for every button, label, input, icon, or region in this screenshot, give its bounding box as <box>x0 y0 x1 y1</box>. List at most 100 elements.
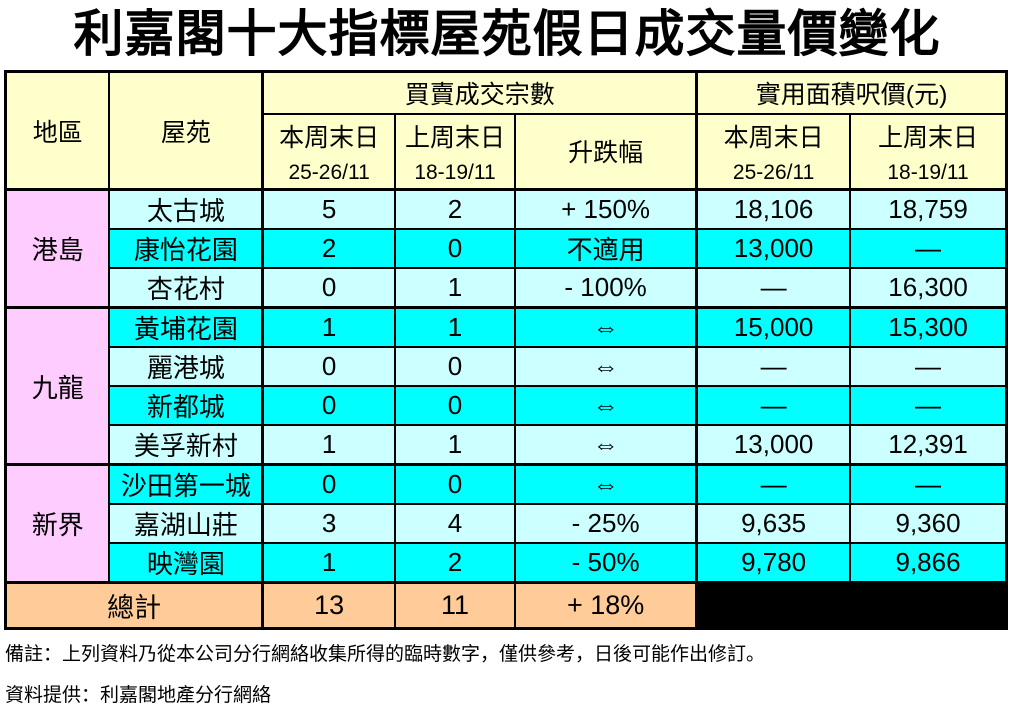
estate-cell: 沙田第一城 <box>108 463 264 505</box>
change-cell: - 25% <box>514 503 698 544</box>
total-label-cell: 總計 <box>4 581 264 630</box>
price-last-week-cell: 15,300 <box>849 306 1008 348</box>
col-header-label: 本周末日 <box>723 123 824 152</box>
tx-this-week-cell: 0 <box>261 463 396 505</box>
change-cell: + 150% <box>514 188 698 230</box>
change-cell: - 50% <box>514 542 698 584</box>
price-this-week-cell: — <box>695 346 852 387</box>
price-last-week-cell: 9,360 <box>849 503 1008 544</box>
tx-last-week-cell: 2 <box>393 542 517 584</box>
col-header-change: 升跌幅 <box>514 112 698 191</box>
estate-cell: 新都城 <box>108 385 264 426</box>
price-this-week-cell: 13,000 <box>695 424 852 466</box>
table-row: 映灣園 1 2 - 50% 9,780 9,866 <box>6 542 1008 584</box>
price-last-week-cell: 16,300 <box>849 267 1008 309</box>
estate-cell: 太古城 <box>108 188 264 230</box>
col-group-transactions: 買賣成交宗數 <box>261 70 698 115</box>
tx-this-week-cell: 0 <box>261 385 396 426</box>
region-cell: 新界 <box>4 463 111 584</box>
price-this-week-cell: 18,106 <box>695 188 852 230</box>
estate-cell: 嘉湖山莊 <box>108 503 264 544</box>
change-cell: 不適用 <box>514 228 698 269</box>
col-group-price: 實用面積呎價(元) <box>695 70 1008 115</box>
tx-this-week-cell: 1 <box>261 306 396 348</box>
change-cell: ⇔ <box>514 385 698 426</box>
tx-last-week-cell: 0 <box>393 385 517 426</box>
estate-cell: 康怡花園 <box>108 228 264 269</box>
change-cell: ⇔ <box>514 463 698 505</box>
header-group-row: 地區 屋苑 買賣成交宗數 實用面積呎價(元) <box>4 70 1008 191</box>
price-this-week-cell: 9,780 <box>695 542 852 584</box>
tx-this-week-cell: 1 <box>261 424 396 466</box>
col-header-estate: 屋苑 <box>108 70 264 191</box>
region-cell: 港島 <box>4 188 111 309</box>
price-last-week-cell: — <box>849 228 1008 269</box>
blackout-cell <box>695 581 1008 630</box>
price-this-week-cell: — <box>695 385 852 426</box>
price-this-week-cell: — <box>695 267 852 309</box>
col-header-date: 25-26/11 <box>288 160 370 184</box>
tx-this-week-cell: 1 <box>261 542 396 584</box>
price-last-week-cell: 18,759 <box>849 188 1008 230</box>
table-row: 麗港城 0 0 ⇔ — — <box>6 346 1008 387</box>
total-tx-this-week-cell: 13 <box>261 581 396 630</box>
table-row: 康怡花園 2 0 不適用 13,000 — <box>6 228 1008 269</box>
estate-cell: 美孚新村 <box>108 424 264 466</box>
total-tx-last-week-cell: 11 <box>393 581 517 630</box>
table-row: 杏花村 0 1 - 100% — 16,300 <box>6 267 1008 309</box>
region-cell: 九龍 <box>4 306 111 466</box>
col-header-date: 25-26/11 <box>732 160 815 184</box>
price-last-week-cell: — <box>849 463 1008 505</box>
price-last-week-cell: 9,866 <box>849 542 1008 584</box>
estate-cell: 黃埔花園 <box>108 306 264 348</box>
estate-cell: 麗港城 <box>108 346 264 387</box>
tx-last-week-cell: 1 <box>393 306 517 348</box>
change-cell: ⇔ <box>514 306 698 348</box>
tx-last-week-cell: 0 <box>393 463 517 505</box>
tx-this-week-cell: 0 <box>261 267 396 309</box>
table-row: 嘉湖山莊 3 4 - 25% 9,635 9,360 <box>6 503 1008 544</box>
table-row: 港島 太古城 5 2 + 150% 18,106 18,759 <box>4 188 1008 309</box>
price-last-week-cell: — <box>849 385 1008 426</box>
data-table: 地區 屋苑 買賣成交宗數 實用面積呎價(元) 本周末日 25-26/11 上周末… <box>4 70 1008 630</box>
tx-last-week-cell: 1 <box>393 424 517 466</box>
source-note: 資料提供：利嘉閣地產分行網絡 <box>5 685 272 706</box>
table-row: 美孚新村 1 1 ⇔ 13,000 12,391 <box>6 424 1008 466</box>
change-cell: ⇔ <box>514 424 698 466</box>
col-header-tx-this-week: 本周末日 25-26/11 <box>261 112 396 191</box>
col-header-region: 地區 <box>4 70 111 191</box>
total-change-cell: + 18% <box>514 581 698 630</box>
col-header-price-this-week: 本周末日 25-26/11 <box>695 112 852 191</box>
tx-last-week-cell: 0 <box>393 346 517 387</box>
tx-last-week-cell: 2 <box>393 188 517 230</box>
price-this-week-cell: 9,635 <box>695 503 852 544</box>
estate-cell: 杏花村 <box>108 267 264 309</box>
tx-last-week-cell: 4 <box>393 503 517 544</box>
col-header-date: 18-19/11 <box>887 160 969 184</box>
col-header-label: 上周末日 <box>878 123 979 152</box>
table-row: 新都城 0 0 ⇔ — — <box>6 385 1008 426</box>
tx-this-week-cell: 0 <box>261 346 396 387</box>
price-last-week-cell: 12,391 <box>849 424 1008 466</box>
page-title: 利嘉閣十大指標屋苑假日成交量價變化 <box>73 6 941 62</box>
estate-cell: 映灣園 <box>108 542 264 584</box>
price-this-week-cell: — <box>695 463 852 505</box>
col-header-price-last-week: 上周末日 18-19/11 <box>849 112 1008 191</box>
col-header-label: 上周末日 <box>404 123 505 152</box>
tx-this-week-cell: 5 <box>261 188 396 230</box>
price-this-week-cell: 15,000 <box>695 306 852 348</box>
table-row: 新界 沙田第一城 0 0 ⇔ — — <box>4 463 1008 584</box>
change-cell: ⇔ <box>514 346 698 387</box>
tx-last-week-cell: 0 <box>393 228 517 269</box>
table-row: 九龍 黃埔花園 1 1 ⇔ 15,000 15,300 <box>4 306 1008 466</box>
tx-this-week-cell: 3 <box>261 503 396 544</box>
col-header-tx-last-week: 上周末日 18-19/11 <box>393 112 517 191</box>
header-sub-row: 本周末日 25-26/11 上周末日 18-19/11 升跌幅 本周末日 25-… <box>6 112 1008 191</box>
price-this-week-cell: 13,000 <box>695 228 852 269</box>
col-header-label: 本周末日 <box>279 123 380 152</box>
tx-this-week-cell: 2 <box>261 228 396 269</box>
footnote: 備註：上列資料乃從本公司分行網絡收集所得的臨時數字，僅供參考，日後可能作出修訂。 <box>5 644 766 665</box>
change-cell: - 100% <box>514 267 698 309</box>
total-row: 總計 13 11 + 18% <box>4 581 1008 630</box>
price-last-week-cell: — <box>849 346 1008 387</box>
